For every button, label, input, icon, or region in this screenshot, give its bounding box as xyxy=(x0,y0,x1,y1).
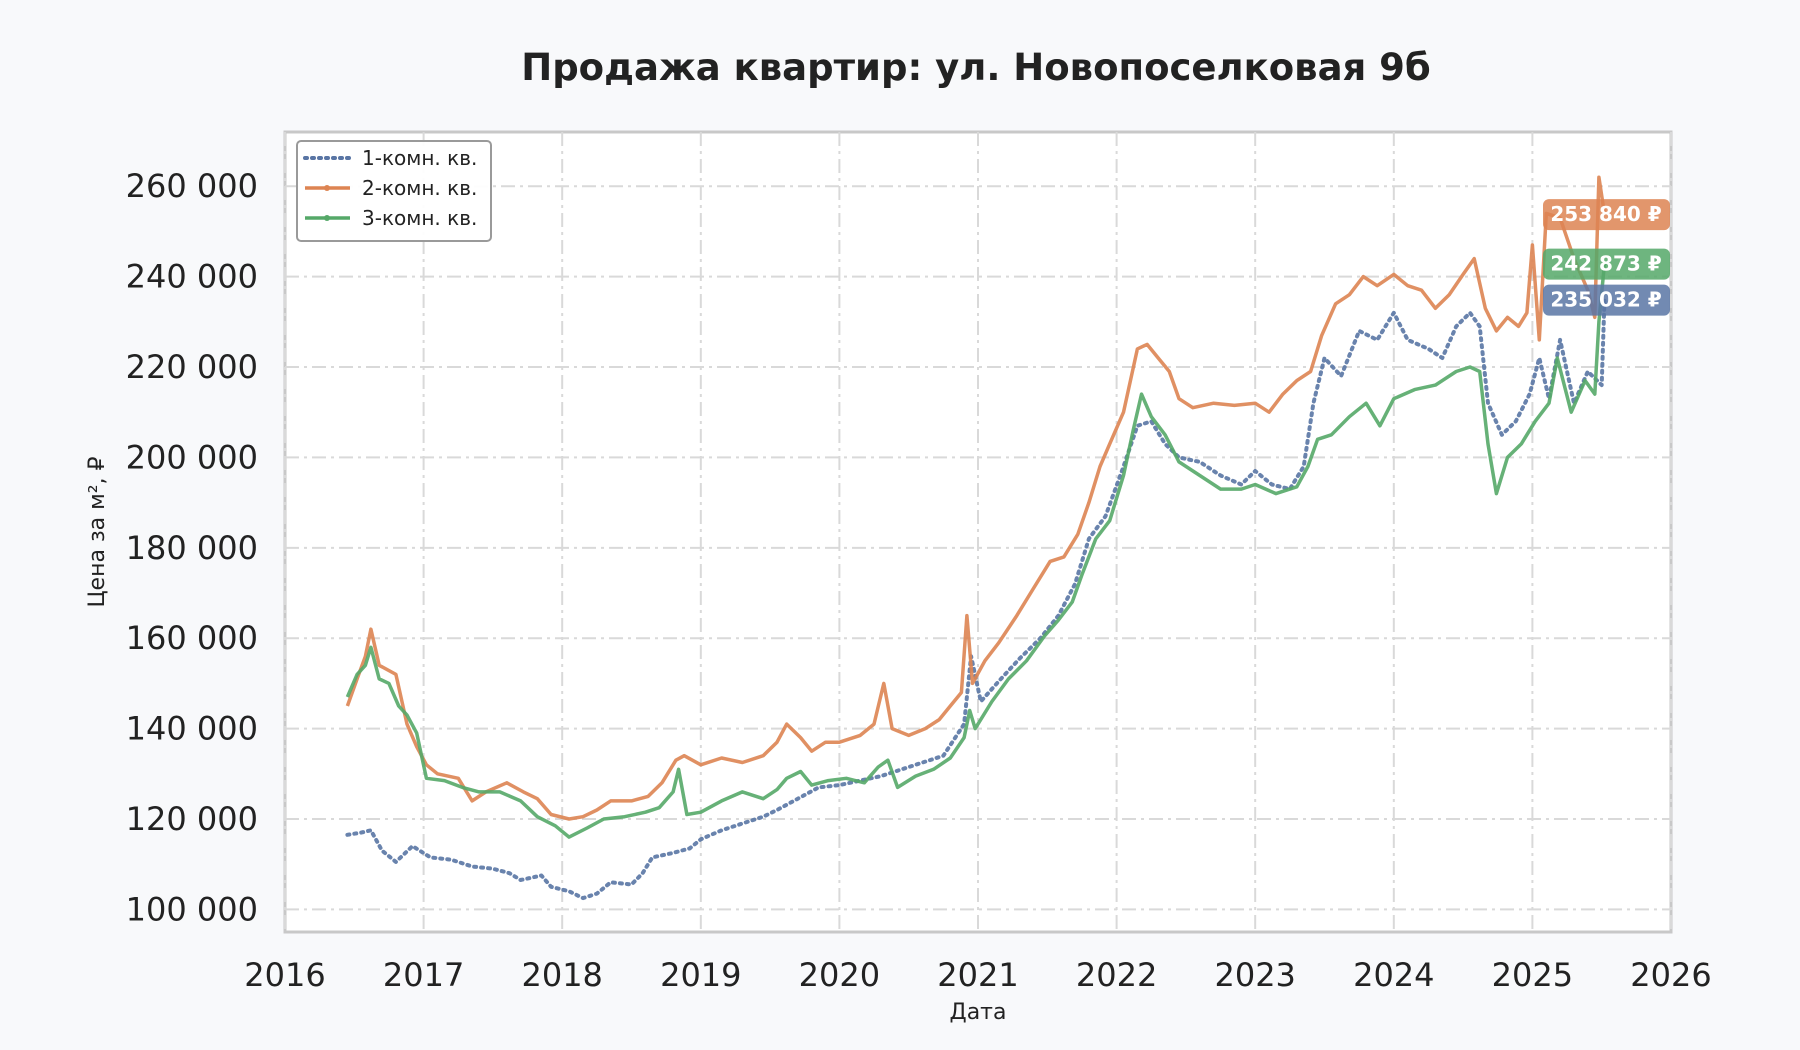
x-tick-label: 2023 xyxy=(1214,956,1295,994)
x-axis-label: Дата xyxy=(950,1000,1007,1025)
legend-marker-2 xyxy=(324,185,330,191)
y-axis-label: Цена за м², ₽ xyxy=(85,456,110,607)
series-line-3 xyxy=(345,263,1607,839)
legend-box xyxy=(296,140,492,242)
x-tick-label: 2024 xyxy=(1353,956,1434,994)
legend-label-3: 3-комн. кв. xyxy=(362,206,477,230)
end-label-box-2 xyxy=(1543,199,1670,231)
x-tick-label: 2018 xyxy=(521,956,602,994)
y-axis-ticks: 100 000 120 000 140 000 160 000 180 000 200 0… xyxy=(126,167,258,928)
end-label-box-1 xyxy=(1543,284,1670,316)
x-tick-label: 2021 xyxy=(937,956,1018,994)
end-label-2: 253 840 ₽ xyxy=(1550,202,1661,226)
end-label-box-3 xyxy=(1543,248,1670,280)
grid xyxy=(284,132,1672,932)
y-tick-label: 200 000 xyxy=(126,438,258,476)
y-tick-label: 260 000 xyxy=(126,167,258,205)
x-tick-label: 2026 xyxy=(1630,956,1711,994)
legend-marker-3 xyxy=(324,215,330,221)
end-label-1: 235 032 ₽ xyxy=(1550,288,1661,312)
legend: 1-комн. кв. 2-комн. кв. 3-комн. кв. xyxy=(296,140,492,242)
series-layer xyxy=(345,175,1607,901)
y-tick-label: 160 000 xyxy=(126,619,258,657)
legend-label-2: 2-комн. кв. xyxy=(362,176,477,200)
y-tick-label: 220 000 xyxy=(126,348,258,386)
x-tick-label: 2016 xyxy=(244,956,325,994)
x-tick-label: 2019 xyxy=(660,956,741,994)
y-tick-label: 240 000 xyxy=(126,258,258,296)
y-tick-label: 100 000 xyxy=(126,890,258,928)
x-axis-ticks: 2016 2017 2018 2019 2020 2021 2022 2023 2024 2025… xyxy=(244,956,1711,994)
x-tick-label: 2025 xyxy=(1492,956,1573,994)
x-tick-label: 2020 xyxy=(799,956,880,994)
series-line-2 xyxy=(345,175,1607,821)
y-tick-label: 120 000 xyxy=(126,800,258,838)
y-tick-label: 180 000 xyxy=(126,529,258,567)
end-labels: 253 840 ₽ 242 873 ₽ 235 032 ₽ xyxy=(1543,199,1670,316)
x-tick-label: 2022 xyxy=(1076,956,1157,994)
chart-title: Продажа квартир: ул. Новопоселковая 9б xyxy=(521,46,1431,89)
end-label-3: 242 873 ₽ xyxy=(1550,252,1661,276)
series-line-1 xyxy=(345,297,1607,901)
legend-label-1: 1-комн. кв. xyxy=(362,146,477,170)
y-tick-label: 140 000 xyxy=(126,710,258,748)
x-tick-label: 2017 xyxy=(383,956,464,994)
